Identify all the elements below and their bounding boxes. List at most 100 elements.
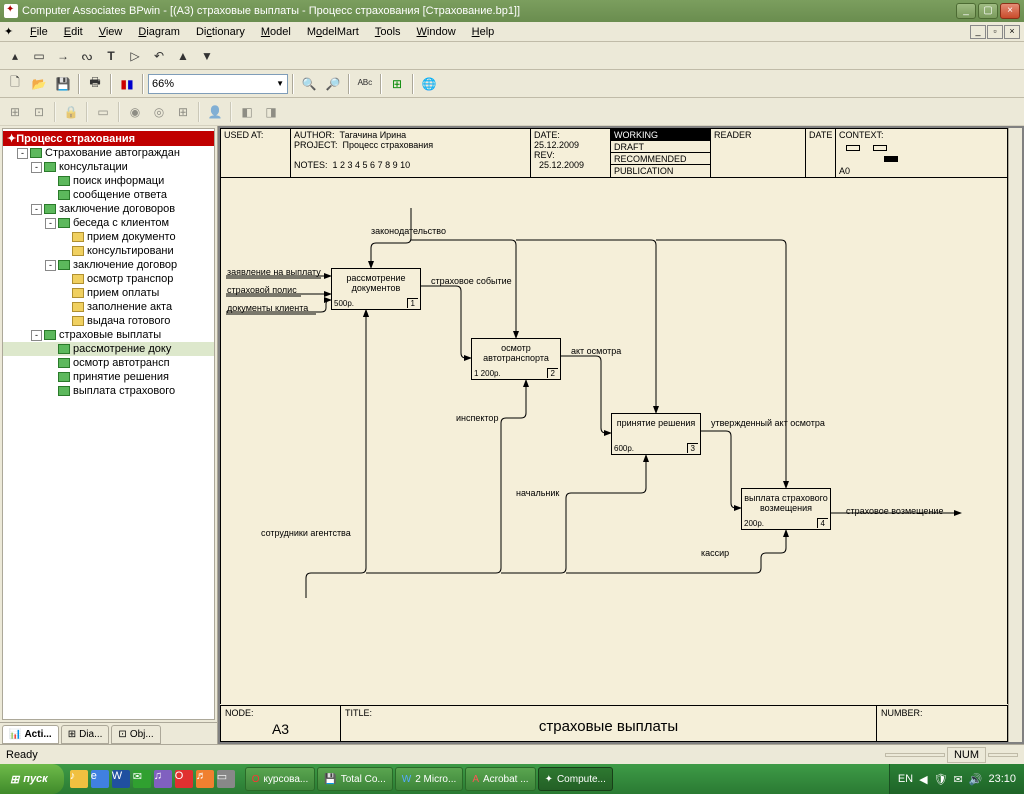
task-button[interactable]: 💾Total Co... — [317, 767, 392, 791]
task-button[interactable]: AAcrobat ... — [465, 767, 535, 791]
taskbar-tasks: Oкурсова... 💾Total Co... W2 Micro... AAc… — [241, 767, 889, 791]
save-button[interactable]: 💾 — [52, 73, 74, 95]
new-button[interactable]: 🗋 — [4, 73, 26, 95]
tb3-lock: 🔒 — [60, 101, 82, 123]
tab-activities[interactable]: 📊 Acti... — [2, 725, 59, 744]
ql-icon[interactable]: O — [175, 770, 193, 788]
pointer-tool[interactable]: ▴ — [4, 45, 26, 67]
tb3-3: ▭ — [92, 101, 114, 123]
activity-box-1[interactable]: рассмотрение документов 500р.1 — [331, 268, 421, 310]
tree-node[interactable]: -Страхование автограждан — [3, 146, 214, 160]
tree-node[interactable]: -страховые выплаты — [3, 328, 214, 342]
canvas-area: USED AT: AUTHOR: Тагачина Ирина PROJECT:… — [218, 126, 1024, 744]
mdi-icon: ✦ — [4, 25, 18, 39]
undo-tool[interactable]: ↶ — [148, 45, 170, 67]
close-button[interactable]: × — [1000, 3, 1020, 19]
tb3-2: ⊡ — [28, 101, 50, 123]
idef-header: USED AT: AUTHOR: Тагачина Ирина PROJECT:… — [220, 128, 1008, 178]
clock[interactable]: 23:10 — [988, 773, 1016, 785]
task-button[interactable]: W2 Micro... — [395, 767, 464, 791]
tree-node[interactable]: прием оплаты — [3, 286, 214, 300]
tree-node[interactable]: -беседа с клиентом — [3, 216, 214, 230]
ql-icon[interactable]: ♫ — [154, 770, 172, 788]
menu-edit[interactable]: Edit — [56, 24, 91, 40]
lang-indicator[interactable]: EN — [898, 773, 913, 785]
menu-tools[interactable]: Tools — [367, 24, 409, 40]
go-tool[interactable]: ▷ — [124, 45, 146, 67]
ql-icon[interactable]: ▭ — [217, 770, 235, 788]
minimize-button[interactable]: _ — [956, 3, 976, 19]
tree-root[interactable]: ✦ Процесс страхования — [3, 131, 214, 146]
vertical-scrollbar[interactable] — [1008, 128, 1022, 742]
window-title: Computer Associates BPwin - [(A3) страхо… — [22, 5, 956, 17]
tree-node[interactable]: выдача готового — [3, 314, 214, 328]
tree-node[interactable]: прием документо — [3, 230, 214, 244]
mdi-max[interactable]: ▫ — [987, 25, 1003, 39]
tray-icon[interactable]: ◀ — [919, 773, 927, 786]
tree-node[interactable]: осмотр транспор — [3, 272, 214, 286]
tab-objects[interactable]: ⊡ Obj... — [111, 725, 160, 744]
diagram-canvas[interactable]: USED AT: AUTHOR: Тагачина Ирина PROJECT:… — [220, 128, 1022, 742]
model-tree[interactable]: ✦ Процесс страхования -Страхование автог… — [2, 128, 215, 720]
tray-icon[interactable]: 🔊 — [969, 773, 983, 786]
print-button[interactable]: 🖶 — [84, 73, 106, 95]
ql-icon[interactable]: ♬ — [196, 770, 214, 788]
zoomin-button[interactable]: 🔍 — [298, 73, 320, 95]
menu-help[interactable]: Help — [464, 24, 503, 40]
tree-node[interactable]: -заключение договоров — [3, 202, 214, 216]
tree-node[interactable]: поиск информаци — [3, 174, 214, 188]
model-button[interactable]: ⊞ — [386, 73, 408, 95]
menu-file[interactable]: File — [22, 24, 56, 40]
menu-dictionary[interactable]: Dictionary — [188, 24, 253, 40]
start-button[interactable]: ⊞ пуск — [0, 764, 64, 794]
tree-node[interactable]: -консультации — [3, 160, 214, 174]
task-button[interactable]: Oкурсова... — [245, 767, 316, 791]
zoom-combo[interactable]: 66%▼ — [148, 74, 288, 94]
activity-box-2[interactable]: осмотр автотранспорта 1 200р.2 — [471, 338, 561, 380]
menu-window[interactable]: Window — [409, 24, 464, 40]
activity-box-3[interactable]: принятие решения 600р.3 — [611, 413, 701, 455]
tree-node[interactable]: осмотр автотрансп — [3, 356, 214, 370]
ql-icon[interactable]: ♪ — [70, 770, 88, 788]
app-icon — [4, 4, 18, 18]
mdi-min[interactable]: _ — [970, 25, 986, 39]
ql-icon[interactable]: ✉ — [133, 770, 151, 788]
tb3-7[interactable]: 👤 — [204, 101, 226, 123]
maximize-button[interactable]: ▢ — [978, 3, 998, 19]
arrow-tool[interactable]: → — [52, 45, 74, 67]
palette-button[interactable]: ▮▮ — [116, 73, 138, 95]
tree-node[interactable]: выплата страхового — [3, 384, 214, 398]
tb3-8: ◧ — [236, 101, 258, 123]
tree-node-selected[interactable]: рассмотрение доку — [3, 342, 214, 356]
menu-modelmart[interactable]: ModelMart — [299, 24, 367, 40]
up-tool[interactable]: ▲ — [172, 45, 194, 67]
arrow-label: страховой полис — [227, 285, 297, 295]
menu-model[interactable]: Model — [253, 24, 299, 40]
squiggle-tool[interactable]: ᔓ — [76, 45, 98, 67]
tab-diagrams[interactable]: ⊞ Dia... — [61, 725, 110, 744]
tray-icon[interactable]: 🛡 — [934, 773, 948, 786]
activity-box-4[interactable]: выплата страхового возмещения 200р.4 — [741, 488, 831, 530]
arrow-label: документы клиента — [227, 303, 308, 313]
down-tool[interactable]: ▼ — [196, 45, 218, 67]
arrow-label: страховое событие — [431, 276, 512, 286]
globe-button[interactable]: 🌐 — [418, 73, 440, 95]
text-tool[interactable]: T — [100, 45, 122, 67]
zoomout-button[interactable]: 🔎 — [322, 73, 344, 95]
tree-node[interactable]: принятие решения — [3, 370, 214, 384]
menu-diagram[interactable]: Diagram — [130, 24, 188, 40]
box-tool[interactable]: ▭ — [28, 45, 50, 67]
tray-icon[interactable]: ✉ — [954, 773, 963, 786]
tree-node[interactable]: -заключение договор — [3, 258, 214, 272]
tree-node[interactable]: заполнение акта — [3, 300, 214, 314]
task-button-active[interactable]: ✦Compute... — [538, 767, 613, 791]
mdi-close[interactable]: × — [1004, 25, 1020, 39]
tree-node[interactable]: сообщение ответа — [3, 188, 214, 202]
quicklaunch: ♪ e W ✉ ♫ O ♬ ▭ — [64, 770, 241, 788]
spellcheck-button[interactable]: ᴬᴮᶜ — [354, 73, 376, 95]
tree-node[interactable]: консультировани — [3, 244, 214, 258]
open-button[interactable]: 📂 — [28, 73, 50, 95]
menu-view[interactable]: View — [91, 24, 131, 40]
ql-icon[interactable]: e — [91, 770, 109, 788]
ql-icon[interactable]: W — [112, 770, 130, 788]
